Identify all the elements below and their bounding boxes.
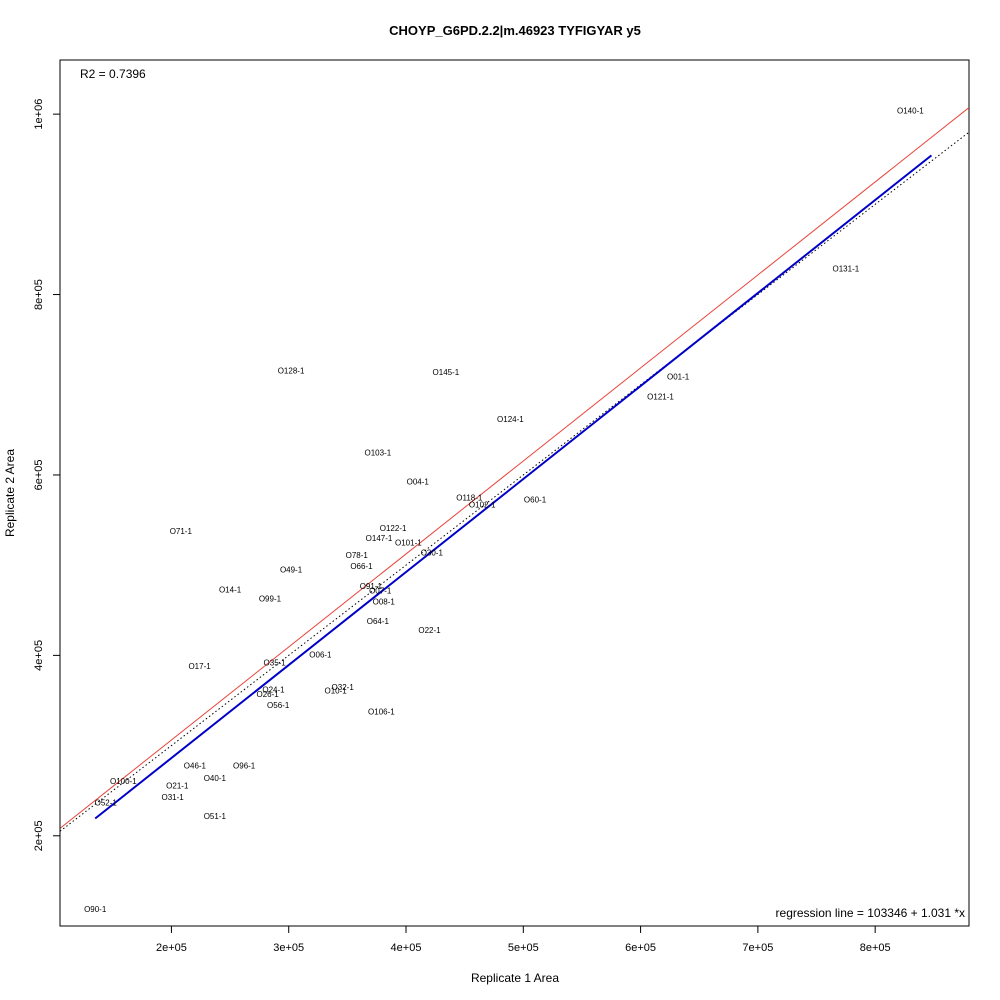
point-label: O128-1 bbox=[278, 366, 305, 375]
x-axis: 2e+05 3e+05 4e+05 5e+05 6e+05 7e+05 8e+05 bbox=[156, 925, 891, 954]
point-label: O78-1 bbox=[346, 551, 369, 560]
point-label: O124-1 bbox=[497, 415, 524, 424]
point-label: O04-1 bbox=[407, 477, 430, 486]
point-label: O147-1 bbox=[366, 534, 393, 543]
regression-line-blue bbox=[94, 154, 933, 820]
point-label: O60-1 bbox=[524, 495, 547, 504]
point-label: O106-1 bbox=[368, 707, 395, 716]
point-label: O26-1 bbox=[256, 690, 279, 699]
point-label: O131-1 bbox=[833, 264, 860, 273]
point-label: O101-1 bbox=[395, 539, 422, 548]
point-label: O49-1 bbox=[280, 566, 303, 575]
point-label: O102-1 bbox=[469, 501, 496, 510]
y-tick-label: 8e+05 bbox=[33, 279, 45, 310]
point-label: O121-1 bbox=[647, 392, 674, 401]
point-label: O91-1 bbox=[360, 582, 383, 591]
chart-title: CHOYP_G6PD.2.2|m.46923 TYFIGYAR y5 bbox=[389, 23, 641, 38]
x-tick-label: 7e+05 bbox=[742, 942, 773, 954]
point-label: O51-1 bbox=[204, 812, 227, 821]
point-label: O96-1 bbox=[233, 761, 256, 770]
point-label: O14-1 bbox=[219, 586, 242, 595]
point-label: O99-1 bbox=[259, 595, 282, 604]
regression-annotation: regression line = 103346 + 1.031 *x bbox=[776, 906, 965, 920]
point-label: O64-1 bbox=[367, 617, 390, 626]
point-label: O08-1 bbox=[373, 597, 396, 606]
fit-line-red bbox=[60, 107, 969, 829]
point-label: O32-1 bbox=[332, 683, 355, 692]
point-label: O140-1 bbox=[897, 107, 924, 116]
x-tick-label: 3e+05 bbox=[273, 942, 304, 954]
point-label: O90-1 bbox=[84, 905, 107, 914]
point-label: O06-1 bbox=[309, 650, 332, 659]
x-tick-label: 5e+05 bbox=[508, 942, 539, 954]
y-axis: 2e+05 4e+05 6e+05 8e+05 1e+06 bbox=[33, 99, 61, 851]
point-label: O30-1 bbox=[421, 549, 444, 558]
point-label: O66-1 bbox=[350, 562, 373, 571]
point-label: O40-1 bbox=[204, 774, 227, 783]
point-label: O56-1 bbox=[267, 701, 290, 710]
point-label: O07-1 bbox=[369, 586, 392, 595]
x-axis-label: Replicate 1 Area bbox=[471, 971, 559, 985]
plot-frame bbox=[59, 59, 970, 927]
point-label: O100-1 bbox=[110, 777, 137, 786]
point-label: O24-1 bbox=[262, 686, 285, 695]
r2-annotation: R2 = 0.7396 bbox=[80, 67, 146, 81]
plot-area: O140-1 O131-1 O128-1 O145-1 O01-1 O121-1 O124-… bbox=[60, 107, 969, 914]
point-label: O35-1 bbox=[264, 659, 287, 668]
point-label: O145-1 bbox=[433, 368, 460, 377]
x-tick-label: 4e+05 bbox=[391, 942, 422, 954]
identity-line bbox=[60, 131, 969, 832]
y-axis-label: Replicate 2 Area bbox=[3, 449, 17, 537]
y-tick-label: 1e+06 bbox=[33, 99, 45, 130]
point-label: O31-1 bbox=[161, 793, 184, 802]
point-label: O22-1 bbox=[418, 626, 441, 635]
point-label: O103-1 bbox=[365, 448, 392, 457]
point-label: O71-1 bbox=[170, 527, 193, 536]
y-tick-label: 6e+05 bbox=[33, 460, 45, 491]
x-tick-label: 2e+05 bbox=[156, 942, 187, 954]
point-label: O17-1 bbox=[188, 662, 211, 671]
point-label: O10-1 bbox=[325, 687, 348, 696]
point-label: O52-1 bbox=[95, 798, 118, 807]
point-label: O46-1 bbox=[184, 761, 207, 770]
x-tick-label: 6e+05 bbox=[625, 942, 656, 954]
point-label: O118-1 bbox=[456, 494, 483, 503]
y-tick-label: 2e+05 bbox=[33, 820, 45, 851]
point-label: O01-1 bbox=[667, 373, 690, 382]
point-label: O21-1 bbox=[166, 781, 189, 790]
x-tick-label: 8e+05 bbox=[860, 942, 891, 954]
point-label: O122-1 bbox=[380, 524, 407, 533]
y-tick-label: 4e+05 bbox=[33, 640, 45, 671]
